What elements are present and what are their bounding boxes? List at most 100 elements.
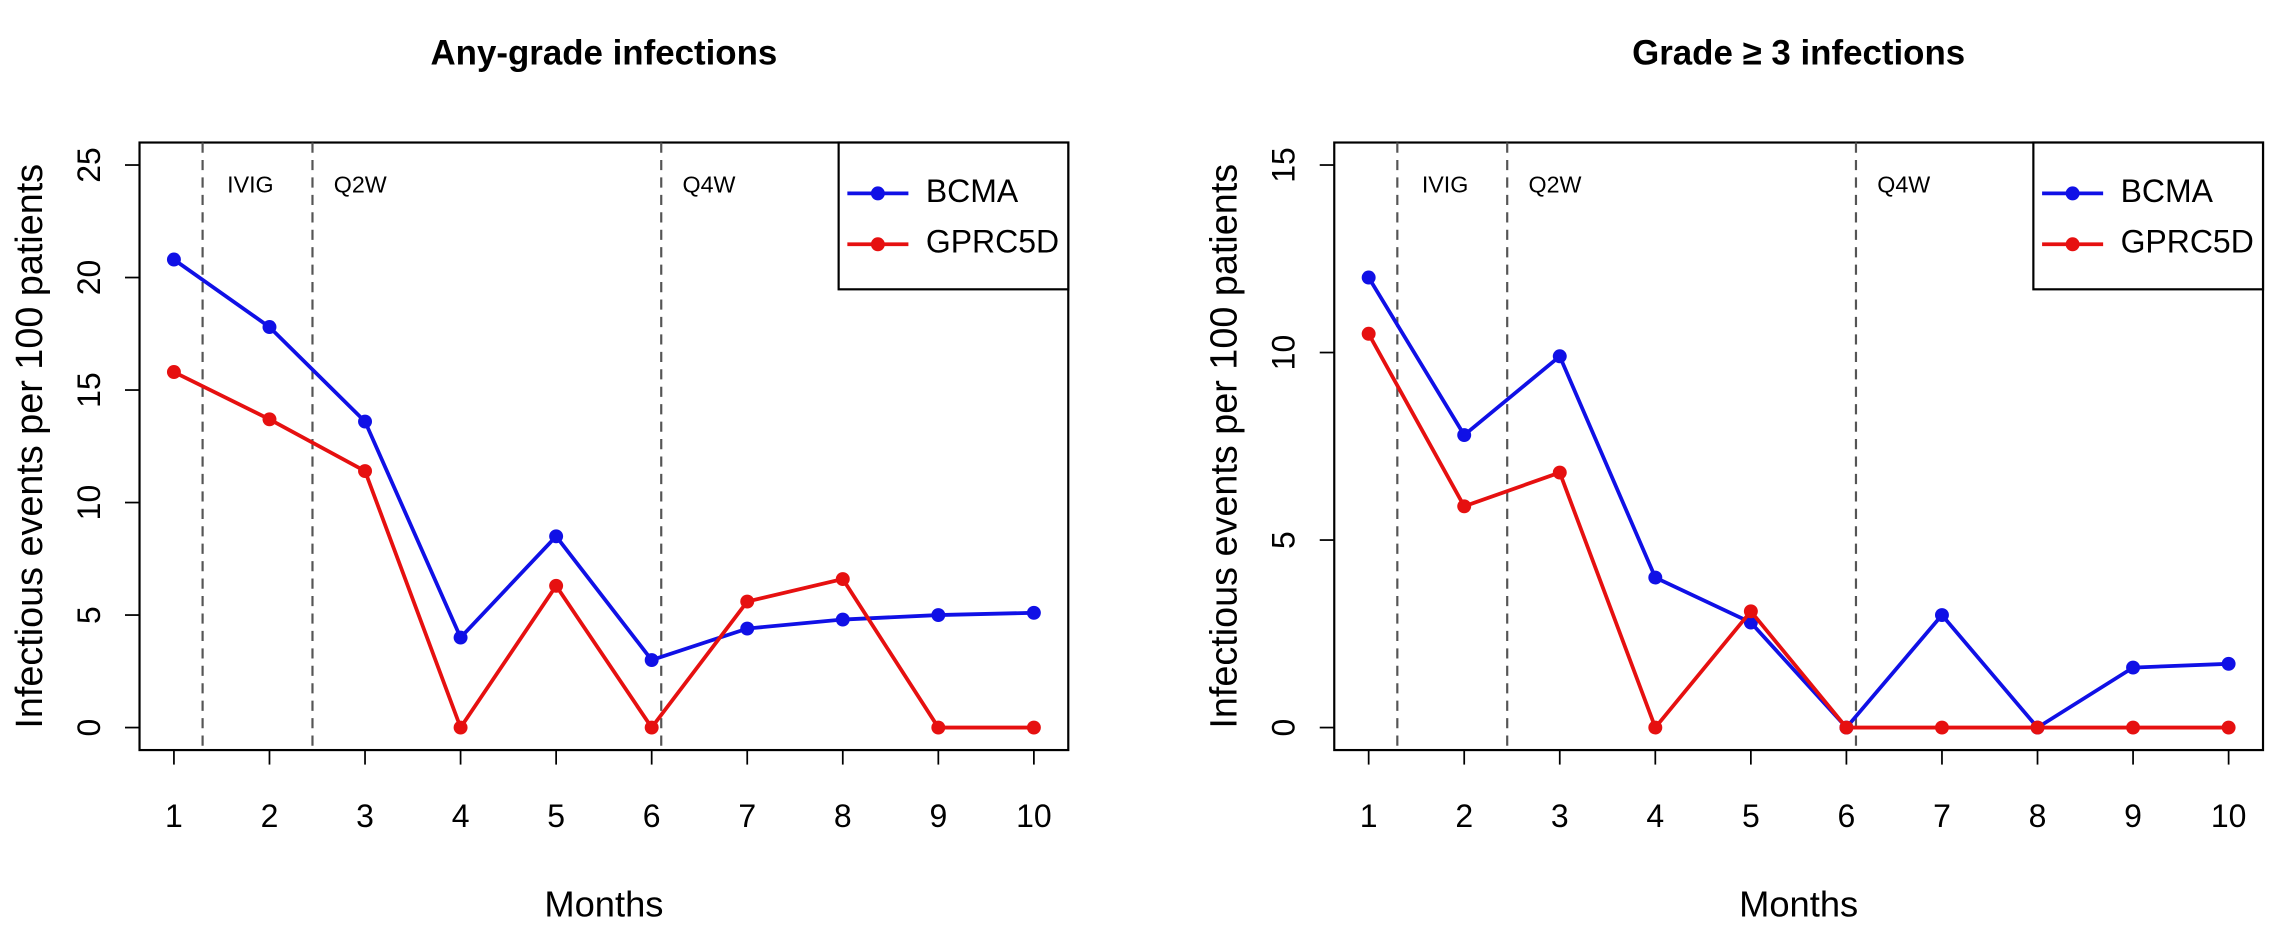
data-point	[262, 412, 277, 427]
data-point	[358, 414, 373, 429]
phase-label: Q4W	[1877, 171, 1930, 197]
data-point	[453, 630, 468, 645]
y-tick-label: 0	[71, 719, 107, 737]
data-point	[1648, 720, 1663, 735]
data-point	[358, 464, 373, 479]
data-point	[1361, 270, 1376, 285]
legend-marker	[870, 186, 885, 201]
legend-marker	[870, 237, 885, 252]
x-tick-label: 6	[1838, 798, 1856, 834]
data-point	[2030, 720, 2045, 735]
data-point	[1026, 605, 1041, 620]
x-tick-label: 1	[1360, 798, 1378, 834]
legend-label: GPRC5D	[2121, 224, 2254, 260]
data-point	[740, 594, 755, 609]
legend-label: BCMA	[2121, 173, 2214, 209]
phase-label: Q4W	[683, 171, 736, 197]
data-point	[2126, 720, 2141, 735]
legend-label: BCMA	[926, 173, 1019, 209]
x-axis-label: Months	[1739, 884, 1858, 925]
x-tick-label: 9	[2124, 798, 2142, 834]
data-point	[453, 720, 468, 735]
y-tick-label: 10	[71, 485, 107, 521]
plot-frame	[138, 141, 1070, 752]
data-point	[1743, 604, 1758, 619]
x-tick-label: 3	[356, 798, 374, 834]
plot-frame	[1333, 141, 2265, 752]
chart-title: Grade ≥ 3 infections	[1632, 34, 1965, 73]
data-point	[644, 720, 659, 735]
x-tick-label: 2	[261, 798, 279, 834]
x-tick-label: 3	[1551, 798, 1569, 834]
data-point	[931, 720, 946, 735]
legend-marker	[2065, 237, 2080, 252]
y-tick-label: 25	[71, 147, 107, 183]
data-point	[549, 578, 564, 593]
data-point	[166, 252, 181, 267]
data-point	[931, 608, 946, 623]
phase-label: Q2W	[1528, 171, 1581, 197]
legend-marker	[2065, 186, 2080, 201]
data-point	[1552, 465, 1567, 480]
series-line	[173, 370, 1034, 732]
y-tick-label: 20	[71, 260, 107, 296]
data-point	[1026, 720, 1041, 735]
data-point	[1457, 499, 1472, 514]
data-point	[1361, 326, 1376, 341]
y-tick-label: 5	[71, 606, 107, 624]
data-point	[1934, 720, 1949, 735]
x-axis-label: Months	[544, 884, 663, 925]
y-tick-label: 10	[1266, 335, 1302, 371]
data-point	[1839, 720, 1854, 735]
series-line	[172, 257, 1034, 663]
data-point	[835, 572, 850, 587]
data-point	[549, 529, 564, 544]
data-point	[2221, 720, 2236, 735]
y-tick-label: 15	[1266, 147, 1302, 183]
x-tick-label: 4	[452, 798, 470, 834]
chart-panel: Grade ≥ 3 infections Months Infectious eve…	[1204, 34, 2265, 925]
y-axis-label: Infectious events per 100 patients	[1204, 164, 1246, 729]
data-point	[1457, 428, 1472, 443]
series-line	[1367, 332, 2229, 732]
data-point	[166, 365, 181, 380]
data-point	[644, 653, 659, 668]
x-tick-label: 7	[1933, 798, 1951, 834]
data-point	[2221, 656, 2236, 671]
phase-label: IVIG	[227, 171, 274, 197]
data-point	[1648, 570, 1663, 585]
legend-frame	[2032, 141, 2265, 291]
y-tick-label: 0	[1266, 719, 1302, 737]
data-point	[2126, 660, 2141, 675]
chart-title: Any-grade infections	[430, 34, 777, 73]
y-axis-label: Infectious events per 100 patients	[9, 164, 51, 729]
data-point	[835, 612, 850, 627]
x-tick-label: 8	[834, 798, 852, 834]
x-tick-label: 10	[1016, 798, 1052, 834]
x-tick-label: 6	[643, 798, 661, 834]
data-point	[740, 621, 755, 636]
x-tick-label: 2	[1455, 798, 1473, 834]
y-tick-label: 5	[1266, 531, 1302, 549]
x-tick-label: 5	[547, 798, 565, 834]
phase-label: IVIG	[1422, 171, 1469, 197]
series-line	[1367, 276, 2229, 731]
x-tick-label: 8	[2029, 798, 2047, 834]
x-tick-label: 9	[929, 798, 947, 834]
data-point	[1552, 349, 1567, 364]
x-tick-label: 5	[1742, 798, 1760, 834]
data-point	[262, 320, 277, 335]
legend-frame	[837, 141, 1070, 291]
x-tick-label: 7	[738, 798, 756, 834]
chart-panel: Any-grade infections Months Infectious eve…	[9, 34, 1070, 925]
x-tick-label: 4	[1646, 798, 1664, 834]
x-tick-label: 1	[165, 798, 183, 834]
x-tick-label: 10	[2211, 798, 2247, 834]
data-point	[1934, 608, 1949, 623]
data-point	[1743, 615, 1758, 630]
phase-label: Q2W	[334, 171, 387, 197]
legend-label: GPRC5D	[926, 224, 1059, 260]
y-tick-label: 15	[71, 372, 107, 408]
